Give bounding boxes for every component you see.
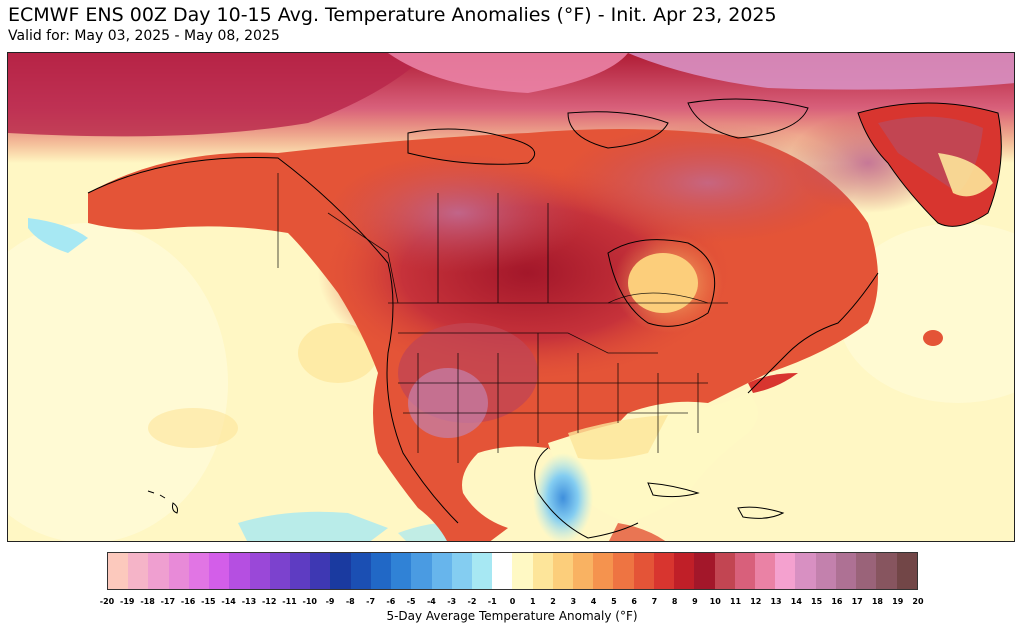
- colorbar-swatch: [492, 553, 513, 589]
- colorbar-swatch: [573, 553, 594, 589]
- colorbar-tick-label: -13: [241, 597, 257, 606]
- colorbar-tick-label: -2: [467, 597, 477, 606]
- colorbar-tick-label: 2: [550, 597, 556, 606]
- colorbar-tick-label: 9: [692, 597, 698, 606]
- colorbar-swatch: [775, 553, 796, 589]
- colorbar-ticks: -20 -19 -18 -17 -16 -15 -14 -13 -12 -11 -10 -9 -8 -7-…: [100, 597, 924, 609]
- colorbar-swatch: [269, 553, 290, 589]
- colorbar-tick-label: 1: [529, 597, 536, 606]
- colorbar-swatch: [289, 553, 311, 589]
- colorbar-swatch: [188, 553, 210, 589]
- colorbar-tick-label: 15: [811, 597, 823, 606]
- colorbar-tick-label: -9: [325, 597, 335, 606]
- colorbar-label: 5-Day Average Temperature Anomaly (°F): [386, 609, 638, 623]
- colorbar-swatch: [714, 553, 735, 589]
- colorbar-tick-label: -10: [302, 597, 317, 606]
- colorbar-swatch: [108, 553, 129, 589]
- colorbar-swatch: [330, 553, 351, 589]
- valid-period: Valid for: May 03, 2025 - May 08, 2025: [8, 28, 280, 44]
- colorbar-tick-label: 16: [831, 597, 843, 606]
- map-canvas: [8, 53, 1014, 541]
- colorbar-swatch: [411, 553, 432, 589]
- colorbar-tick-label: -18: [140, 597, 155, 606]
- colorbar-tick-label: -11: [282, 597, 297, 606]
- colorbar-swatch: [835, 553, 857, 589]
- colorbar-swatch: [552, 553, 574, 589]
- colorbar-tick-label: -14: [221, 597, 236, 606]
- colorbar-swatch: [795, 553, 816, 589]
- colorbar-tick-label: -17: [160, 597, 176, 606]
- colorbar-tick-label: 10: [709, 597, 721, 606]
- colorbar-swatch: [653, 553, 675, 589]
- colorbar-tick-label: 3: [570, 597, 577, 606]
- colorbar-swatch: [532, 553, 553, 589]
- colorbar-tick-label: 7: [651, 597, 658, 606]
- anomaly-map: [7, 52, 1015, 542]
- colorbar-swatch: [209, 553, 230, 589]
- colorbar-swatch: [674, 553, 695, 589]
- colorbar-tick-label: 0: [509, 597, 516, 606]
- colorbar-swatch: [593, 553, 614, 589]
- colorbar-swatch: [168, 553, 189, 589]
- colorbar-swatch: [370, 553, 392, 589]
- colorbar-tick-label: -20: [99, 597, 115, 606]
- colorbar-tick-label: 12: [750, 597, 762, 606]
- colorbar-tick-label: -16: [180, 597, 196, 606]
- colorbar-swatch: [876, 553, 897, 589]
- colorbar-swatch: [310, 553, 331, 589]
- colorbar-tick-label: 19: [892, 597, 904, 606]
- colorbar-swatch: [633, 553, 654, 589]
- colorbar-swatch: [694, 553, 715, 589]
- colorbar-tick-label: 13: [770, 597, 782, 606]
- colorbar-tick-label: 11: [729, 597, 742, 606]
- colorbar-tick-label: 4: [590, 597, 597, 606]
- colorbar-swatch: [128, 553, 149, 589]
- colorbar-tick-label: 14: [790, 597, 802, 606]
- colorbar-swatch: [512, 553, 533, 589]
- colorbar-swatch: [856, 553, 877, 589]
- colorbar-swatch: [451, 553, 472, 589]
- colorbar-swatch: [249, 553, 270, 589]
- colorbar-swatch: [391, 553, 412, 589]
- colorbar-tick-label: -8: [345, 597, 355, 606]
- colorbar-swatch: [431, 553, 452, 589]
- colorbar-swatch: [734, 553, 755, 589]
- colorbar: [107, 552, 918, 590]
- page-title: ECMWF ENS 00Z Day 10-15 Avg. Temperature…: [8, 4, 777, 26]
- colorbar-tick-label: -3: [447, 597, 457, 606]
- colorbar-swatch: [896, 553, 917, 589]
- colorbar-tick-label: 8: [671, 597, 678, 606]
- colorbar-tick-label: 6: [631, 597, 637, 606]
- colorbar-swatch: [229, 553, 250, 589]
- colorbar-tick-label: -1: [487, 597, 497, 606]
- colorbar-swatch: [148, 553, 169, 589]
- colorbar-swatch: [815, 553, 836, 589]
- colorbar-tick-label: -4: [426, 597, 436, 606]
- colorbar-tick-label: -12: [261, 597, 277, 606]
- colorbar-tick-label: 20: [912, 597, 924, 606]
- colorbar-swatch: [471, 553, 493, 589]
- colorbar-tick-label: -7: [366, 597, 376, 606]
- colorbar-swatch: [613, 553, 634, 589]
- colorbar-tick-label: -15: [201, 597, 216, 606]
- colorbar-tick-label: -5: [406, 597, 416, 606]
- colorbar-tick-label: 5: [611, 597, 617, 606]
- colorbar-tick-label: 18: [871, 597, 884, 606]
- colorbar-tick-label: 17: [851, 597, 863, 606]
- colorbar-tick-label: -19: [120, 597, 135, 606]
- colorbar-swatch: [755, 553, 776, 589]
- colorbar-tick-label: -6: [386, 597, 396, 606]
- colorbar-swatch: [350, 553, 371, 589]
